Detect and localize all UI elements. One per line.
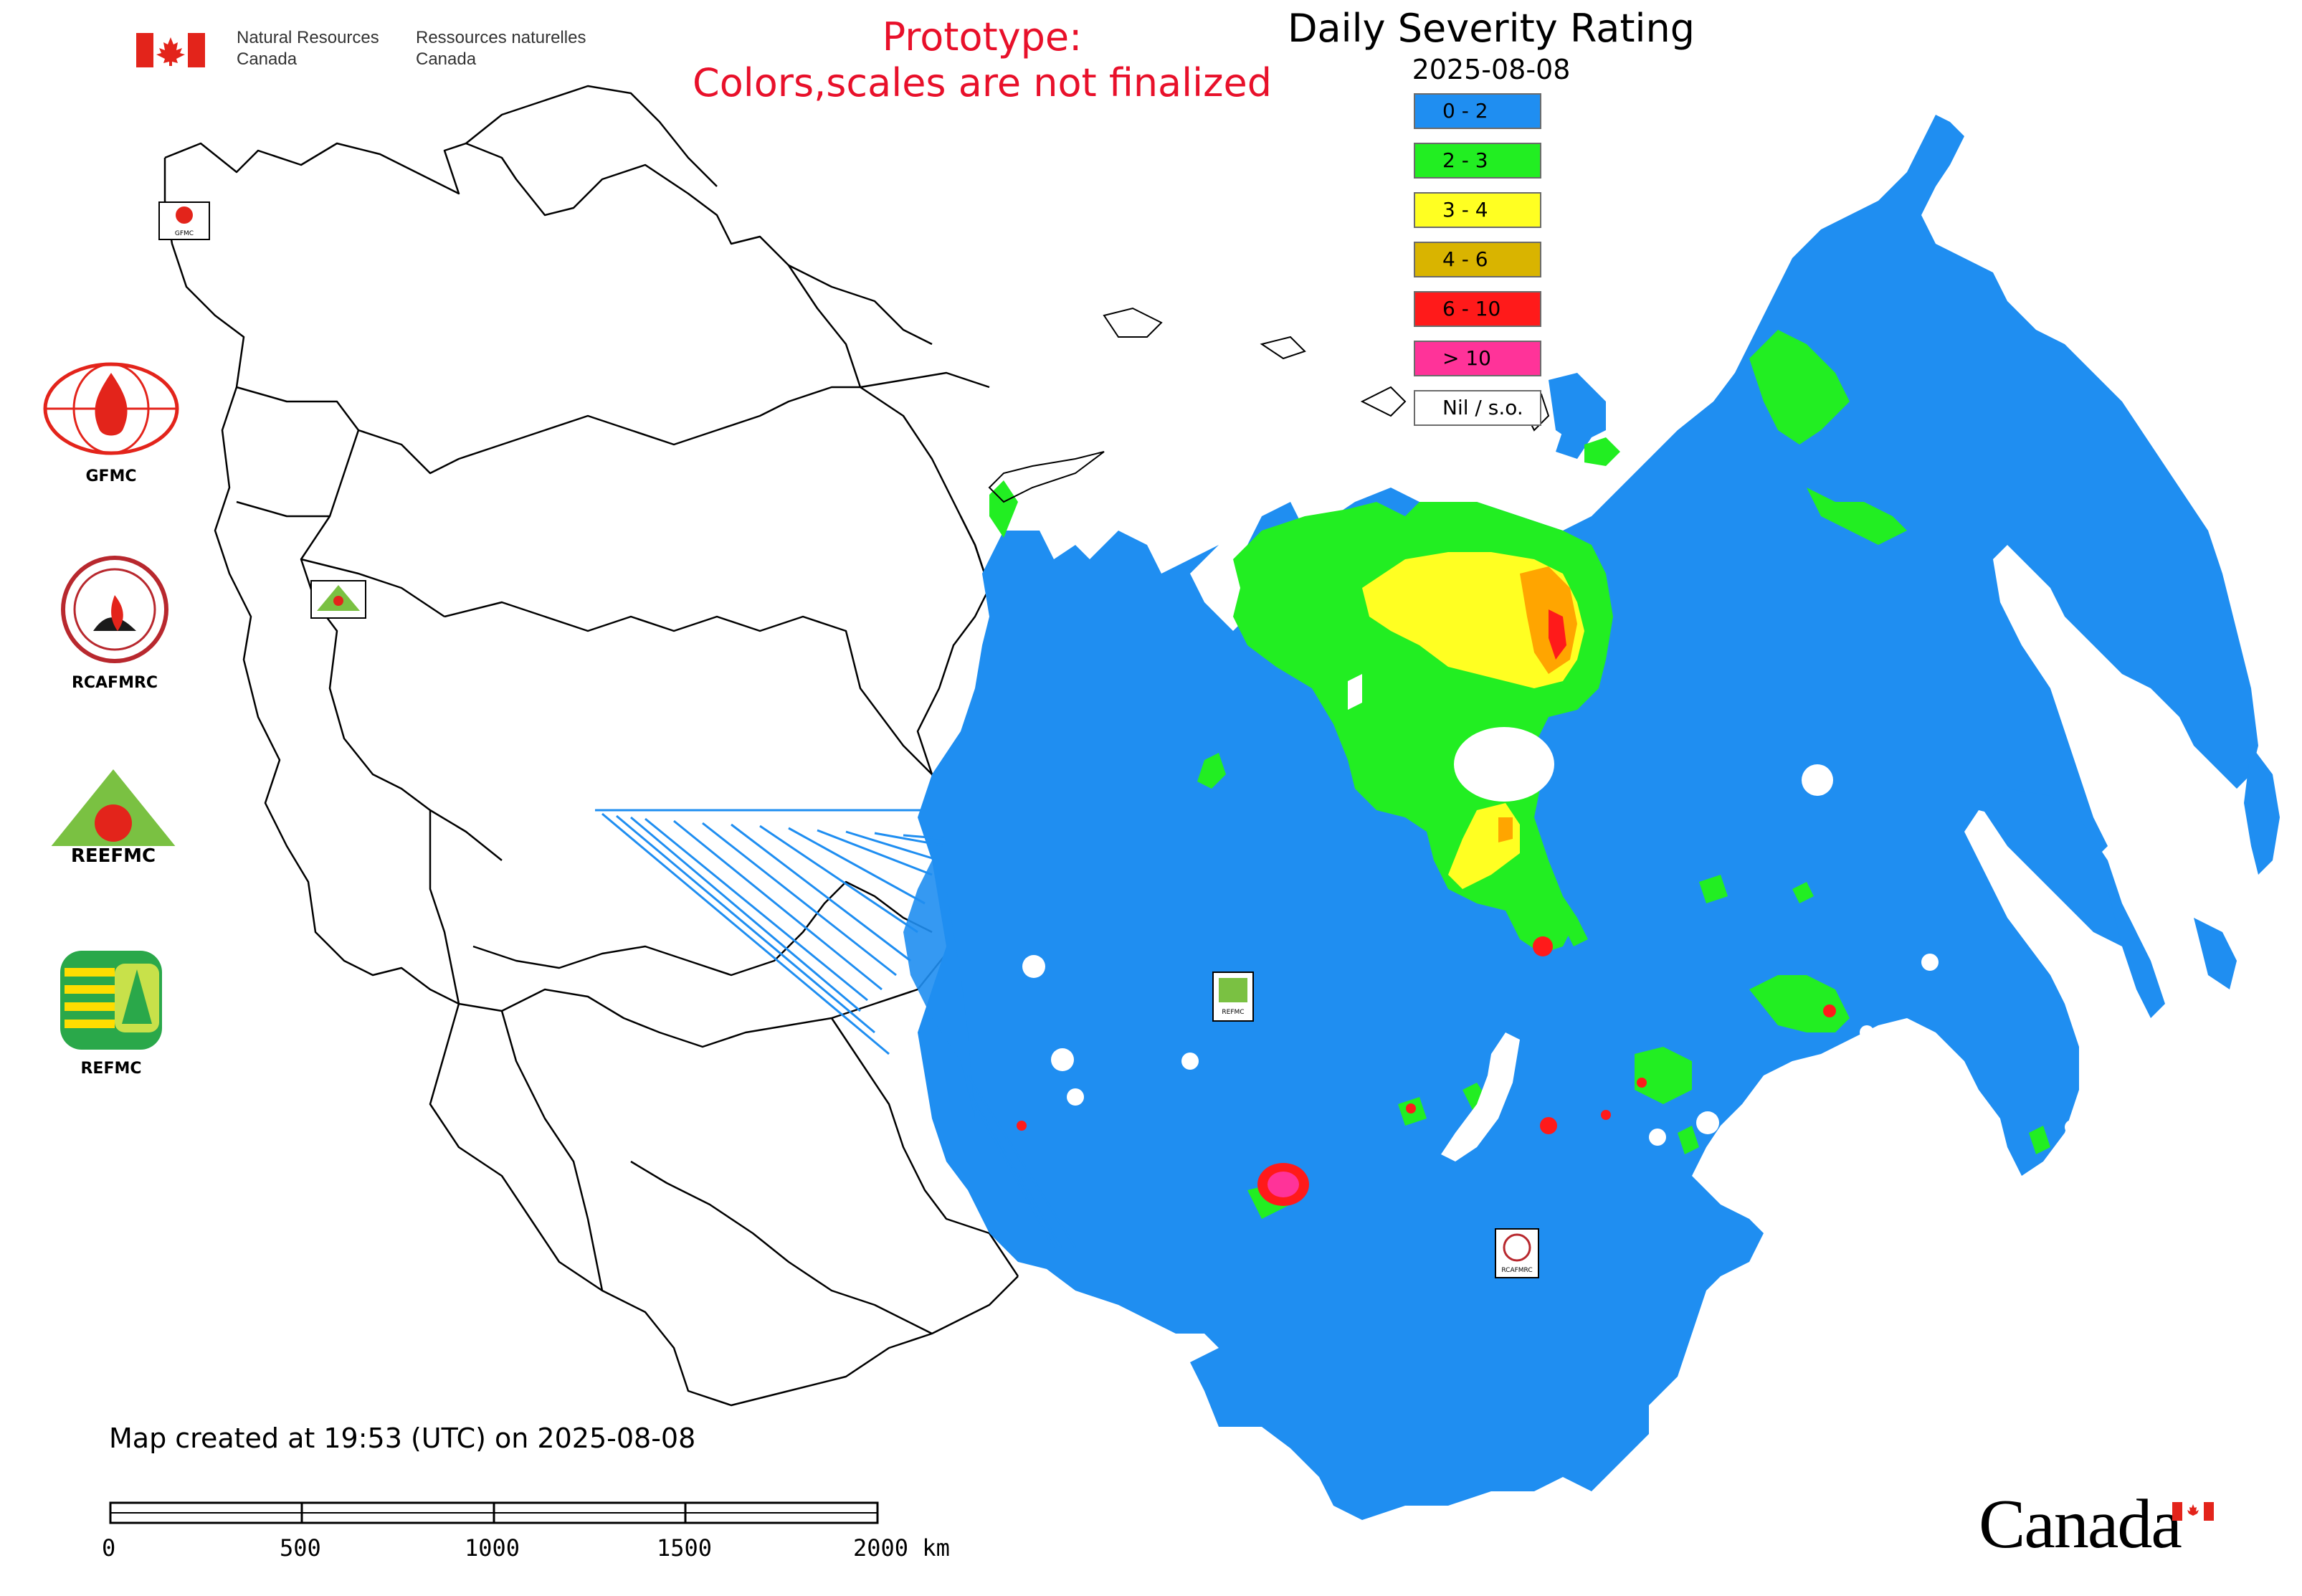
gfmc-logo-icon bbox=[43, 362, 179, 455]
severity-layer-6-10 bbox=[1017, 609, 1836, 1134]
severity-layer-gt-10 bbox=[1257, 1163, 1309, 1206]
severity-streak-artifacts bbox=[595, 809, 1077, 1248]
map-created-timestamp: Map created at 19:53 (UTC) on 2025-08-08 bbox=[109, 1422, 696, 1454]
refmc-marker: REFMC bbox=[1212, 972, 1254, 1022]
department-name-french: Ressources naturelles Canada bbox=[416, 28, 586, 69]
reefmc-logo-icon: REEFMC bbox=[34, 769, 192, 867]
reefmc-marker bbox=[310, 580, 366, 619]
scale-tick-1500: 1500 bbox=[657, 1534, 713, 1562]
prototype-warning: Prototype: Colors,scales are not finaliz… bbox=[693, 14, 1272, 105]
canada-wordmark: Canada bbox=[1979, 1486, 2182, 1563]
legend-class-6: Nil / s.o. bbox=[1414, 390, 1541, 426]
legend-class-4: 6 - 10 bbox=[1414, 291, 1541, 327]
legend-class-3: 4 - 6 bbox=[1414, 242, 1541, 277]
nil-water-areas bbox=[1022, 674, 2079, 1162]
legend-class-1: 2 - 3 bbox=[1414, 143, 1541, 179]
severity-layer-0-2 bbox=[903, 115, 2280, 1520]
rcafmrc-marker: RCAFMRC bbox=[1495, 1228, 1539, 1278]
scale-tick-0: 0 bbox=[102, 1534, 116, 1562]
reefmc-logo: REEFMC bbox=[34, 766, 192, 878]
legend-date: 2025-08-08 bbox=[1412, 54, 1571, 85]
legend-class-2: 3 - 4 bbox=[1414, 192, 1541, 228]
canada-wordmark-flag-icon bbox=[2172, 1502, 2214, 1521]
gfmc-logo: GFMC bbox=[36, 358, 186, 485]
canada-flag-icon bbox=[136, 33, 205, 67]
refmc-logo-icon bbox=[60, 951, 162, 1050]
refmc-logo: REFMC bbox=[50, 946, 172, 1078]
gfmc-marker: GFMC bbox=[158, 201, 210, 240]
rcafmrc-logo-icon bbox=[61, 556, 168, 663]
scale-tick-500: 500 bbox=[280, 1534, 321, 1562]
refmc-marker-label: REFMC bbox=[1222, 1009, 1244, 1016]
legend-title: Daily Severity Rating bbox=[1287, 6, 1695, 51]
department-name-english: Natural Resources Canada bbox=[237, 28, 379, 69]
legend-class-5: > 10 bbox=[1414, 341, 1541, 376]
scale-tick-1000: 1000 bbox=[465, 1534, 520, 1562]
scale-bar bbox=[109, 1501, 879, 1524]
legend-class-0: 0 - 2 bbox=[1414, 93, 1541, 129]
scale-tick-2000: 2000 km bbox=[853, 1534, 950, 1562]
rcafmrc-logo: RCAFMRC bbox=[43, 552, 186, 692]
reefmc-logo-text: REEFMC bbox=[71, 845, 156, 867]
gfmc-marker-label: GFMC bbox=[175, 230, 194, 237]
rcafmrc-marker-label: RCAFMRC bbox=[1501, 1267, 1532, 1274]
country-boundaries bbox=[163, 85, 1019, 1407]
